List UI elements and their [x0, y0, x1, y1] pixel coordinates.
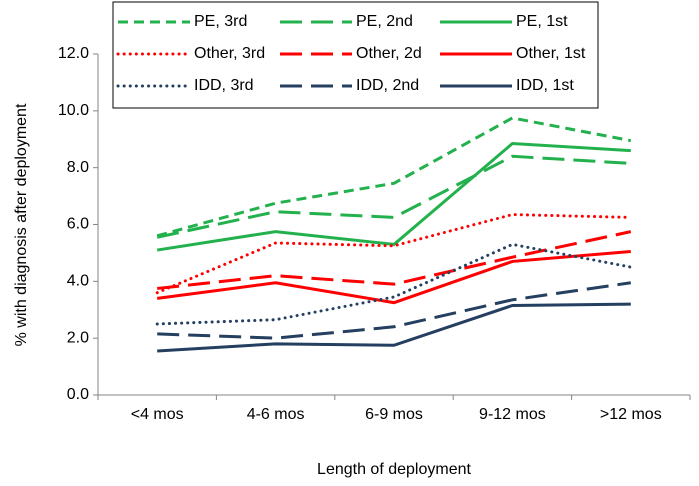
legend-label: Other, 2d	[356, 45, 422, 62]
y-tick-label: 6.0	[67, 216, 89, 233]
series-line	[157, 230, 632, 290]
series-line	[157, 302, 631, 353]
y-tick-label: 2.0	[67, 329, 89, 346]
legend-label: Other, 3rd	[194, 45, 265, 62]
series-line	[155, 242, 633, 326]
series-line	[156, 116, 632, 238]
x-tick-label: 4-6 mos	[247, 406, 305, 423]
y-tick-label: 0.0	[67, 386, 89, 403]
series-line	[157, 281, 632, 340]
legend-label: IDD, 2nd	[356, 77, 419, 94]
legend-label: PE, 1st	[516, 13, 568, 30]
x-tick-label: <4 mos	[131, 406, 184, 423]
series-line	[157, 250, 631, 305]
legend-label: IDD, 1st	[516, 77, 574, 94]
y-tick-label: 8.0	[67, 159, 89, 176]
y-axis-label: % with diagnosis after deployment	[13, 103, 30, 346]
legend-label: PE, 2nd	[356, 13, 413, 30]
x-tick-label: 9-12 mos	[479, 406, 546, 423]
legend-label: PE, 3rd	[194, 13, 247, 30]
x-tick-label: 6-9 mos	[365, 406, 423, 423]
y-tick-label: 4.0	[67, 273, 89, 290]
legend-box	[112, 1, 599, 109]
y-tick-label: 12.0	[58, 45, 89, 62]
legend-label: IDD, 3rd	[194, 77, 254, 94]
series-line	[156, 141, 631, 252]
series-line	[156, 154, 631, 239]
x-tick-label: >12 mos	[600, 406, 662, 423]
legend-label: Other, 1st	[516, 45, 586, 62]
x-axis-label: Length of deployment	[317, 461, 471, 478]
series-line	[155, 213, 633, 295]
y-tick-label: 10.0	[58, 102, 89, 119]
